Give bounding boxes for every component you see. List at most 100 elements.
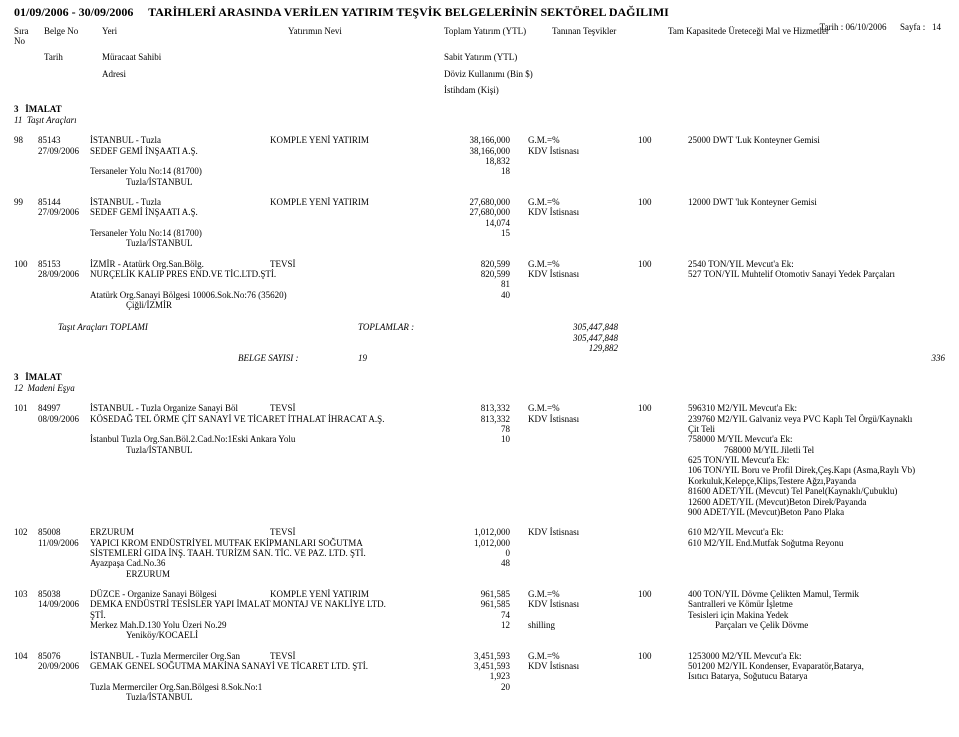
toplam-v1: 305,447,848 <box>498 322 618 332</box>
nevi: TEVSİ <box>270 651 420 661</box>
adres: Merkez Mah.D.130 Yolu Üzeri No.29 <box>90 620 420 630</box>
kdv: KDV İstisnası <box>528 414 638 424</box>
col-sabit: Sabit Yatırım (YTL) <box>444 52 552 62</box>
city: Tuzla/İSTANBUL <box>90 445 456 455</box>
desc2: Santralleri ve Kömür İşletme <box>688 599 945 609</box>
date-to: 30/09/2006 <box>79 5 134 19</box>
sira: 104 <box>14 651 38 661</box>
sabit: 27,680,000 <box>420 207 528 217</box>
sayfa-value: 14 <box>932 22 941 32</box>
toplam: 813,332 <box>420 403 528 413</box>
istih: 48 <box>420 558 528 568</box>
section-sub-1: 11 Taşıt Araçları <box>14 115 945 125</box>
city: Çiğli/İZMİR <box>126 300 945 310</box>
sira: 98 <box>14 135 38 145</box>
toplam-v4: 336 <box>825 353 945 363</box>
gm: G.M.=% <box>528 589 638 599</box>
belge: 84997 <box>38 403 90 413</box>
tarih: 27/09/2006 <box>38 146 90 156</box>
col-sira: Sıra No <box>14 26 44 47</box>
toplam: 820,599 <box>420 259 528 269</box>
column-headers-3: Adresi Döviz Kullanımı (Bin $) <box>14 69 945 79</box>
belge: 85038 <box>38 589 90 599</box>
sabit: 38,166,000 <box>420 146 528 156</box>
sabit: 1,012,000 <box>420 538 528 548</box>
desc7: 106 TON/YIL Boru ve Profil Direk,Çeş.Kap… <box>688 465 945 475</box>
tarih: 14/09/2006 <box>38 599 90 609</box>
table-row: 104 85076 İSTANBUL - Tuzla Mermerciler O… <box>14 651 945 703</box>
desc4: 758000 M/YIL Mevcut'a Ek: <box>688 434 945 444</box>
col-nevi: Yatırımın Nevi <box>288 26 444 47</box>
gm: G.M.=% <box>528 403 638 413</box>
yeri: ERZURUM <box>90 527 270 537</box>
sira: 100 <box>14 259 38 269</box>
sira: 101 <box>14 403 38 413</box>
sira: 102 <box>14 527 38 537</box>
toplam-label: Taşıt Araçları TOPLAMI <box>58 322 358 332</box>
sahip: SEDEF GEMİ İNŞAATI A.Ş. <box>90 207 420 217</box>
dash: - <box>72 5 79 19</box>
nevi: TEVSİ <box>270 259 420 269</box>
table-row: 100 85153 İZMİR - Atatürk Org.San.Bölg. … <box>14 259 945 311</box>
yeri: İSTANBUL - Tuzla <box>90 135 270 145</box>
sahip: SEDEF GEMİ İNŞAATI A.Ş. <box>90 146 420 156</box>
subtotal-block: Taşıt Araçları TOPLAMI TOPLAMLAR : 305,4… <box>58 322 945 363</box>
meta-top-right: Tarih : 06/10/2006 Sayfa : 14 <box>820 22 941 32</box>
sahip1: DEMKA ENDÜSTRİ TESİSLER YAPI İMALAT MONT… <box>90 599 420 609</box>
istih: 12 <box>420 620 528 630</box>
col-adres: Adresi <box>102 69 288 79</box>
doviz: 0 <box>420 548 528 558</box>
tarih: 20/09/2006 <box>38 661 90 671</box>
sahip: NURÇELİK KALIP PRES END.VE TİC.LTD.ŞTİ. <box>90 269 420 279</box>
table-row: 102 85008 ERZURUM TEVSİ 1,012,000 KDV İs… <box>14 527 945 579</box>
desc9: 81600 ADET/YIL (Mevcut) Tel Panel(Kaynak… <box>688 486 945 496</box>
tarih: 11/09/2006 <box>38 538 90 548</box>
toplam-label2: TOPLAMLAR : <box>358 322 498 332</box>
tarih: 08/09/2006 <box>38 414 90 424</box>
date-from: 01/09/2006 <box>14 5 69 19</box>
desc2: 527 TON/YIL Muhtelif Otomotiv Sanayi Yed… <box>688 269 945 279</box>
kap: 100 <box>638 135 688 145</box>
istih: 10 <box>420 434 528 444</box>
desc3: Tesisleri için Makina Yedek <box>688 610 945 620</box>
desc1: 2540 TON/YIL Mevcut'a Ek: <box>688 259 945 269</box>
sec1-name: İMALAT <box>25 104 61 114</box>
belge: 85076 <box>38 651 90 661</box>
yeri: İSTANBUL - Tuzla Organize Sanayi Böl <box>90 403 270 413</box>
desc: 12000 DWT 'luk Konteyner Gemisi <box>688 197 945 207</box>
sec2-code: 3 <box>14 372 19 382</box>
istih: 40 <box>420 290 528 300</box>
istih: 18 <box>420 166 528 176</box>
column-headers-1: Sıra No Belge No Yeri Yatırımın Nevi Top… <box>14 26 945 47</box>
sahip1: YAPICI KROM ENDÜSTRİYEL MUTFAK EKİPMANLA… <box>90 538 420 548</box>
kap: 100 <box>638 403 688 413</box>
nevi: TEVSİ <box>270 527 420 537</box>
sahip2: SİSTEMLERİ GIDA İNŞ. TAAH. TURİZM SAN. T… <box>90 548 420 558</box>
adres: Ayazpaşa Cad.No.36 <box>90 558 420 568</box>
desc1: 610 M2/YIL Mevcut'a Ek: <box>688 527 945 537</box>
nevi: KOMPLE YENİ YATIRIM <box>270 135 420 145</box>
adres: Tersaneler Yolu No:14 (81700) <box>90 228 420 238</box>
gm: G.M.=% <box>528 135 638 145</box>
belge: 85008 <box>38 527 90 537</box>
city: Tuzla/İSTANBUL <box>126 177 945 187</box>
title-text <box>136 5 145 19</box>
belge-label: BELGE SAYISI : <box>238 353 358 363</box>
city: Tuzla/İSTANBUL <box>126 238 945 248</box>
desc5: 768000 M/YIL Jiletli Tel <box>724 445 945 455</box>
yeri: DÜZCE - Organize Sanayi Bölgesi <box>90 589 270 599</box>
adres: İstanbul Tuzla Org.San.Böl.2.Cad.No:1Esk… <box>90 434 420 444</box>
desc2: 610 M2/YIL End.Mutfak Soğutma Reyonu <box>688 538 945 548</box>
nevi: TEVSİ <box>270 403 420 413</box>
sahip: KÖSEDAĞ TEL ÖRME ÇİT SANAYİ VE TİCARET İ… <box>90 414 420 424</box>
yeri: İZMİR - Atatürk Org.San.Bölg. <box>90 259 270 269</box>
nevi: KOMPLE YENİ YATIRIM <box>270 197 420 207</box>
istih: 20 <box>420 682 528 692</box>
doviz: 14,074 <box>420 218 528 228</box>
desc2: 501200 M2/YIL Kondenser, Evaparatör,Bata… <box>688 661 945 671</box>
desc6: 625 TON/YIL Mevcut'a Ek: <box>688 455 945 465</box>
toplam: 27,680,000 <box>420 197 528 207</box>
column-headers-4: İstihdam (Kişi) <box>14 85 945 95</box>
page-root: 01/09/2006 - 30/09/2006 TARİHLERİ ARASIN… <box>0 0 959 702</box>
sayfa-label: Sayfa : <box>900 22 925 32</box>
